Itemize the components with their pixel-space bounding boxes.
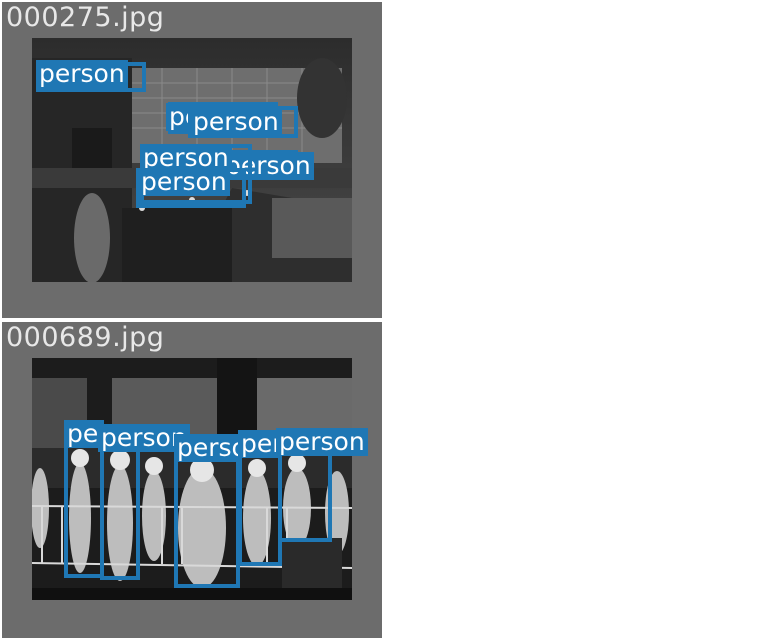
detection-label: person xyxy=(276,428,368,456)
filename-label: 000275.jpg xyxy=(6,2,165,33)
detection-label: person xyxy=(238,430,278,458)
detection-label: person xyxy=(36,60,128,88)
detection-label: person xyxy=(64,420,102,448)
image-panel-1: 000275.jpg person person person person p… xyxy=(2,2,382,318)
detection-label: person xyxy=(190,108,282,136)
detection-label: person xyxy=(140,144,232,172)
detection-label: person xyxy=(222,152,314,180)
filename-label: 000689.jpg xyxy=(6,322,165,353)
detection-label: person xyxy=(174,434,242,462)
image-panel-2: 000689.jpg person person person person p… xyxy=(2,322,382,638)
detection-label: person xyxy=(138,168,230,196)
